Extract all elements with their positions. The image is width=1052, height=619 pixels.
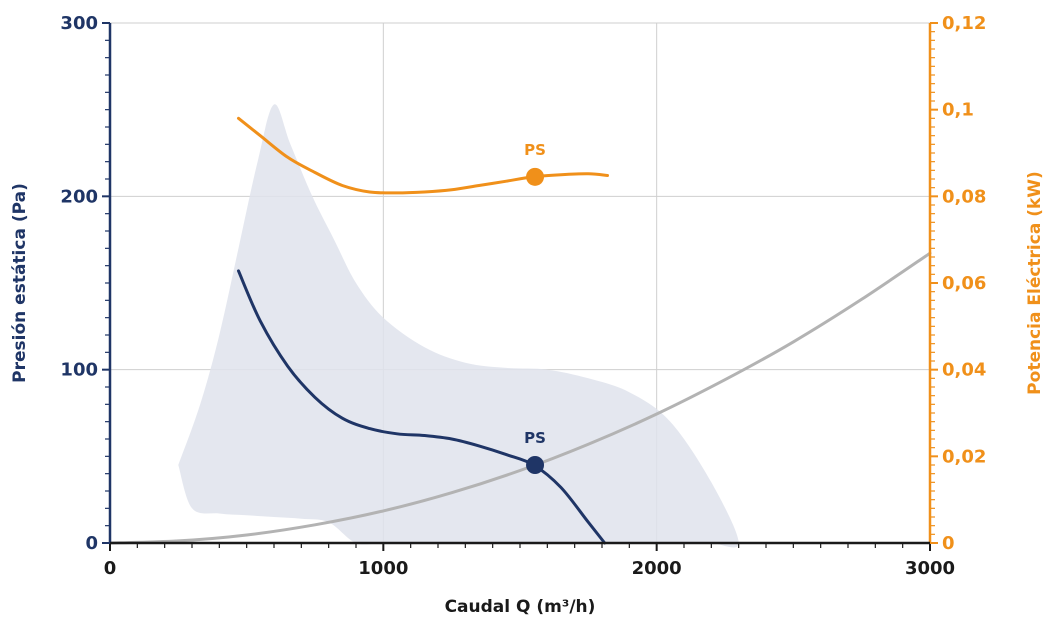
y-left-tick-label: 100 xyxy=(60,360,98,381)
y-left-tick-label: 0 xyxy=(85,533,98,554)
y-right-tick-label: 0 xyxy=(942,533,955,554)
x-tick-label: 2000 xyxy=(632,558,682,579)
y-right-tick-label: 0,02 xyxy=(942,446,986,467)
y-axis-right-label: Potencia Eléctrica (kW) xyxy=(1025,171,1045,395)
operating-point-label: PS xyxy=(524,429,546,447)
pressure-curve-line xyxy=(237,269,607,545)
y-right-tick-label: 0,12 xyxy=(942,13,986,34)
operating-point-marker xyxy=(526,456,545,474)
operating-point-label: PS xyxy=(524,141,546,159)
y-right-tick-label: 0,04 xyxy=(942,360,986,381)
y-right-tick-label: 0,06 xyxy=(942,273,986,294)
y-right-tick-label: 0,08 xyxy=(942,186,986,207)
axes xyxy=(102,22,938,551)
operating-points: PS PS xyxy=(524,141,546,474)
y-left-tick-label: 300 xyxy=(60,13,98,34)
tick-labels: 0 1000 2000 3000010020030000,020,040,060,08… xyxy=(60,13,986,579)
y-left-tick-label: 200 xyxy=(60,186,98,207)
system-curve-line xyxy=(108,251,932,545)
operating-point-marker xyxy=(526,167,545,186)
x-tick-label: 1000 xyxy=(358,558,408,579)
y-axis-left-label: Presión estática (Pa) xyxy=(10,183,30,383)
x-tick-label: 0 xyxy=(104,558,117,579)
x-axis-label: Caudal Q (m³/h) xyxy=(445,597,596,617)
power-curve-line xyxy=(237,116,609,195)
x-tick-label: 3000 xyxy=(905,558,955,579)
y-right-tick-label: 0,1 xyxy=(942,100,974,121)
series-lines xyxy=(108,116,932,545)
operating-envelope-area xyxy=(178,104,739,548)
